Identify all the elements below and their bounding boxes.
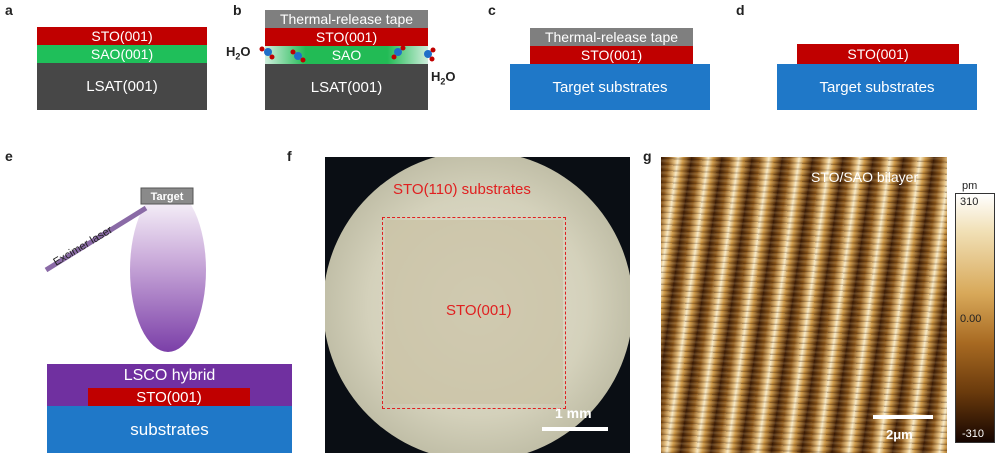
water-molecule-icon bbox=[424, 47, 436, 62]
panel-a-lsat-substrate: LSAT(001) bbox=[37, 63, 207, 110]
panel-f-scalebar-label: 1 mm bbox=[555, 405, 592, 421]
panel-b-tape-layer: Thermal-release tape bbox=[265, 10, 428, 28]
panel-label-a: a bbox=[5, 2, 13, 18]
panel-e-lsco-layer: LSCO hybrid bbox=[47, 364, 292, 406]
panel-a-sto-layer: STO(001) bbox=[37, 27, 207, 45]
panel-b-water-label-left: H2O bbox=[226, 44, 251, 62]
panel-d-target-substrate: Target substrates bbox=[777, 64, 977, 110]
plasma-plume bbox=[130, 188, 206, 352]
panel-g-afm-image: STO/SAO bilayer 2μm bbox=[661, 157, 947, 453]
panel-label-b: b bbox=[233, 2, 242, 18]
panel-e-pld-schematic: Excimer laser Target bbox=[44, 187, 206, 352]
water-molecule-icon bbox=[259, 46, 275, 60]
laser-label: Excimer laser bbox=[51, 224, 115, 269]
target-label: Target bbox=[151, 191, 184, 203]
membrane-outline bbox=[382, 217, 566, 409]
target-block bbox=[140, 187, 194, 205]
panel-b-water-molecules bbox=[259, 45, 436, 63]
panel-b-sto-layer: STO(001) bbox=[265, 28, 428, 46]
water-molecule-icon bbox=[290, 49, 306, 63]
panel-g-scalebar bbox=[873, 415, 933, 419]
panel-c-sto-layer: STO(001) bbox=[530, 46, 693, 64]
panel-b-sao-layer: SAO bbox=[265, 46, 428, 64]
panel-label-f: f bbox=[287, 148, 292, 164]
panel-label-c: c bbox=[488, 2, 496, 18]
panel-g-title: STO/SAO bilayer bbox=[811, 169, 919, 185]
panel-label-g: g bbox=[643, 148, 652, 164]
panel-f-substrate-label: STO(110) substrates bbox=[393, 181, 531, 198]
colorbar-min: -310 bbox=[962, 428, 985, 440]
sto-membrane bbox=[385, 220, 563, 404]
panel-label-d: d bbox=[736, 2, 745, 18]
panel-g-scalebar-label: 2μm bbox=[886, 427, 913, 442]
colorbar-unit: pm bbox=[962, 180, 978, 192]
panel-e-sto-layer: STO(001) bbox=[88, 388, 250, 406]
colorbar bbox=[955, 193, 995, 443]
panel-a-sao-layer: SAO(001) bbox=[37, 45, 207, 63]
afm-stripes bbox=[661, 157, 947, 453]
panel-d-sto-layer: STO(001) bbox=[797, 44, 959, 64]
panel-c-tape-layer: Thermal-release tape bbox=[530, 28, 693, 46]
panel-b-water-label-right: H2O bbox=[431, 69, 456, 87]
panel-b-lsat-substrate: LSAT(001) bbox=[265, 64, 428, 110]
water-molecule-icon bbox=[391, 45, 406, 60]
laser-beam bbox=[44, 205, 148, 273]
panel-e-substrate: substrates bbox=[47, 406, 292, 453]
colorbar-max: 310 bbox=[960, 196, 979, 208]
panel-f-optical-image: STO(110) substrates STO(001) 1 mm bbox=[325, 157, 630, 453]
panel-f-film-label: STO(001) bbox=[446, 302, 512, 319]
panel-c-target-substrate: Target substrates bbox=[510, 64, 710, 110]
afm-texture bbox=[661, 157, 947, 453]
colorbar-mid: 0.00 bbox=[960, 313, 982, 325]
panel-label-e: e bbox=[5, 148, 13, 164]
panel-f-scalebar bbox=[542, 427, 608, 431]
